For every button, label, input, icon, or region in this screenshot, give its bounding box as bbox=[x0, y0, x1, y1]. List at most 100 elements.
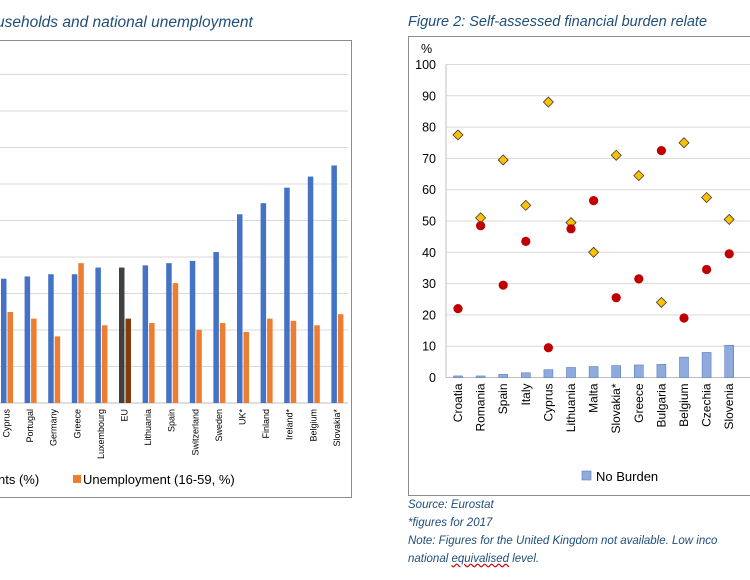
left-category-label: Finland bbox=[261, 409, 271, 439]
left-bar-germany-orange bbox=[54, 336, 61, 403]
right-y-tick-label: 30 bbox=[422, 277, 436, 291]
right-y-tick-label: 50 bbox=[422, 215, 436, 229]
right-dot-italy bbox=[521, 236, 531, 246]
right-diamond-bulgaria bbox=[655, 296, 667, 308]
right-diamond-czechia bbox=[701, 191, 713, 204]
right-y-tick-label: 10 bbox=[422, 340, 436, 354]
source-note: Source: Eurostat bbox=[408, 499, 494, 511]
left-bar-slovakia-blue bbox=[331, 165, 337, 403]
left-category-label: Belgium bbox=[308, 409, 318, 442]
right-dot-slovenia bbox=[724, 249, 734, 259]
left-bar-luxembourg-orange bbox=[101, 325, 108, 403]
left-bar-lithuania-orange bbox=[149, 323, 155, 403]
right-category-label: Greece bbox=[632, 383, 646, 423]
left-category-label: Ireland* bbox=[285, 409, 295, 441]
left-category-label: Portugal bbox=[25, 409, 35, 443]
right-y-tick-label: 70 bbox=[422, 152, 436, 166]
left-bar-belgium-orange bbox=[314, 325, 320, 403]
right-chart-title: Figure 2: Self-assessed financial burden… bbox=[408, 14, 708, 30]
right-bar-greece bbox=[633, 364, 644, 378]
left-bar-finland-orange bbox=[267, 318, 273, 403]
right-diamond-greece bbox=[633, 170, 645, 182]
equivalised-note: national equivalised level. bbox=[408, 553, 540, 565]
right-legend-no-burden-swatch bbox=[581, 470, 592, 481]
left-bar-sweden-orange bbox=[219, 323, 226, 403]
left-bar-spain-blue bbox=[166, 263, 172, 403]
right-dot-lithuania bbox=[566, 224, 576, 234]
right-dot-bulgaria bbox=[656, 145, 667, 156]
left-legend-orange-label: Unemployment (16-59, %) bbox=[83, 472, 235, 487]
right-category-label: Lithuania bbox=[564, 383, 578, 432]
right-category-label: Czechia bbox=[700, 383, 714, 427]
left-category-label: Luxembourg bbox=[96, 409, 106, 459]
left-bar-switzerland-orange bbox=[196, 329, 202, 403]
left-bar-cyprus-blue bbox=[1, 278, 7, 403]
right-bar-czechia bbox=[701, 352, 712, 378]
right-bar-italy bbox=[520, 372, 531, 378]
right-y-tick-label: 80 bbox=[422, 121, 436, 135]
right-diamond-italy bbox=[520, 199, 532, 211]
right-y-tick-label: 20 bbox=[422, 308, 436, 322]
left-bar-greece-blue bbox=[71, 274, 78, 403]
right-category-label: Slovenia bbox=[722, 383, 736, 429]
left-legend-blue-label: nts (%) bbox=[0, 472, 40, 487]
right-dot-spain bbox=[498, 280, 508, 290]
right-bar-slovenia bbox=[724, 344, 735, 378]
right-category-label: Italy bbox=[519, 384, 533, 406]
right-category-label: Bulgaria bbox=[654, 383, 668, 427]
right-bar-lithuania bbox=[566, 367, 576, 378]
left-category-label: UK* bbox=[238, 409, 248, 426]
right-dot-croatia bbox=[453, 304, 463, 314]
left-category-label: Switzerland bbox=[190, 409, 200, 456]
right-category-label: Belgium bbox=[677, 384, 691, 427]
left-bar-switzerland-blue bbox=[189, 260, 196, 403]
right-diamond-cyprus bbox=[542, 96, 554, 108]
right-dot-cyprus bbox=[543, 343, 554, 353]
left-category-label: Lithuania bbox=[143, 409, 153, 446]
left-legend-orange-swatch bbox=[73, 475, 81, 483]
left-chart-frame bbox=[0, 40, 352, 498]
right-dot-czechia bbox=[702, 264, 712, 275]
right-category-label: Slovakia* bbox=[609, 383, 623, 433]
right-dot-greece bbox=[634, 274, 644, 284]
left-bar-eu-blue bbox=[119, 267, 125, 403]
left-bar-belgium-blue bbox=[307, 176, 314, 403]
left-bar-lithuania-blue bbox=[142, 265, 149, 403]
left-bar-ireland-blue bbox=[284, 187, 290, 403]
right-y-tick-label: 40 bbox=[422, 246, 436, 260]
left-bar-finland-blue bbox=[260, 203, 267, 403]
right-bar-bulgaria bbox=[656, 364, 667, 378]
right-y-tick-label: 60 bbox=[422, 183, 436, 197]
availability-note: Note: Figures for the United Kingdom not… bbox=[408, 535, 718, 547]
right-category-label: Spain bbox=[496, 384, 510, 415]
right-y-tick-label: 90 bbox=[422, 89, 436, 103]
right-dot-romania bbox=[476, 221, 486, 231]
left-category-label: Germany bbox=[49, 409, 59, 447]
right-dot-slovakia bbox=[611, 293, 621, 303]
right-category-label: Romania bbox=[474, 383, 488, 431]
asterisk-note: *figures for 2017 bbox=[408, 517, 493, 529]
left-bar-germany-blue bbox=[48, 274, 54, 403]
right-diamond-spain bbox=[497, 154, 509, 166]
right-bar-slovakia bbox=[611, 365, 622, 378]
right-diamond-slovakia bbox=[610, 149, 622, 161]
right-y-unit-label: % bbox=[421, 42, 432, 56]
right-bar-malta bbox=[588, 366, 599, 378]
right-category-label: Malta bbox=[587, 383, 601, 413]
left-bar-uk-blue bbox=[237, 214, 243, 403]
right-diamond-malta bbox=[588, 246, 600, 258]
right-bar-belgium bbox=[679, 356, 689, 378]
right-legend-no-burden-label: No Burden bbox=[596, 469, 659, 484]
left-category-label: Slovakia* bbox=[332, 409, 342, 447]
right-category-label: Croatia bbox=[451, 383, 465, 422]
right-chart-frame bbox=[408, 36, 750, 496]
right-y-tick-label: 100 bbox=[415, 58, 436, 72]
left-bar-eu-orange bbox=[125, 318, 131, 403]
left-category-label: Greece bbox=[72, 409, 82, 439]
left-bar-luxembourg-blue bbox=[95, 267, 101, 403]
left-bar-portugal-orange bbox=[31, 318, 37, 403]
left-category-label: EU bbox=[120, 409, 130, 422]
right-bar-cyprus bbox=[543, 369, 554, 378]
right-diamond-croatia bbox=[452, 129, 464, 141]
